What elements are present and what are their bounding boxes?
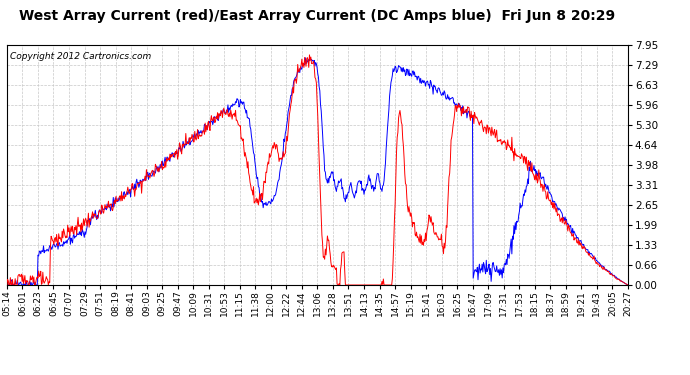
Text: West Array Current (red)/East Array Current (DC Amps blue)  Fri Jun 8 20:29: West Array Current (red)/East Array Curr…: [19, 9, 615, 23]
Text: Copyright 2012 Cartronics.com: Copyright 2012 Cartronics.com: [10, 52, 151, 61]
